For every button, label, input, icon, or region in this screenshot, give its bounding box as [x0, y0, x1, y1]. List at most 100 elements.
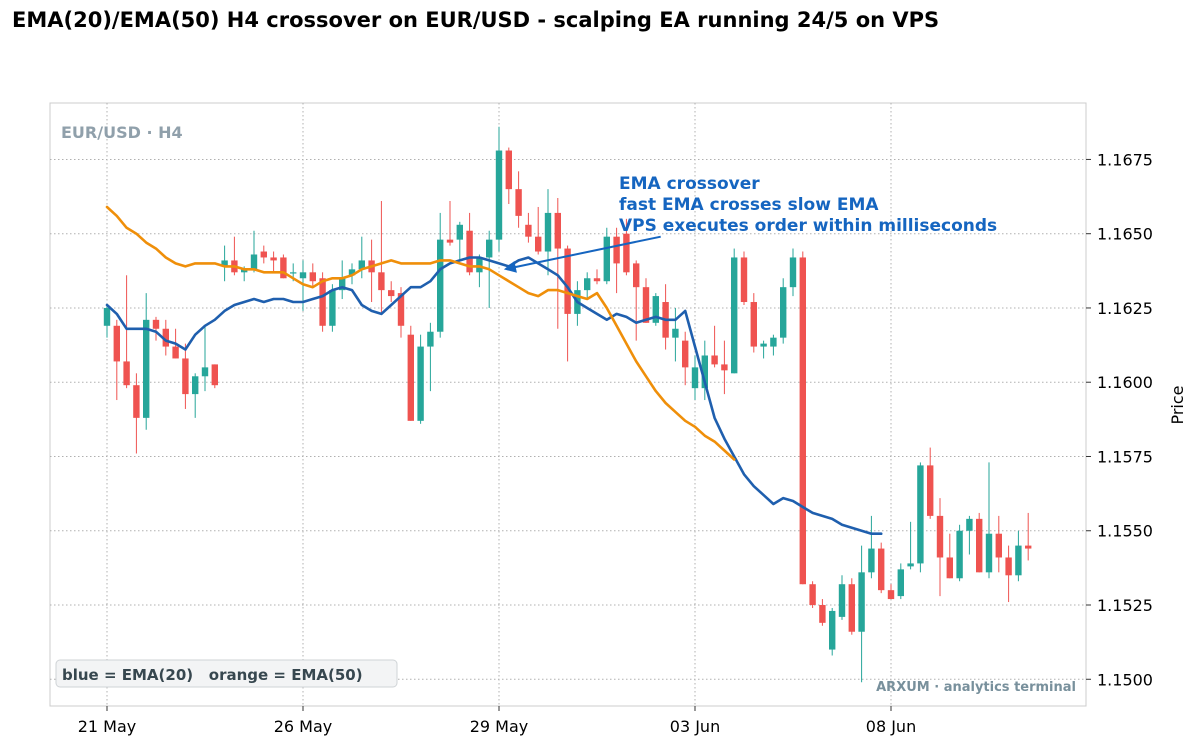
candle	[1015, 530, 1022, 582]
candle-body	[623, 233, 630, 273]
candle-body	[838, 584, 846, 617]
candle-body	[554, 212, 561, 249]
candle-body	[780, 287, 787, 338]
candle	[495, 126, 503, 252]
candle	[897, 563, 904, 600]
candle	[250, 230, 258, 273]
candle-body	[211, 364, 218, 386]
annotation-arrow-head	[503, 261, 517, 273]
candle-body	[339, 278, 346, 291]
candle-body	[397, 293, 405, 326]
candle-body	[309, 272, 316, 282]
candle	[329, 284, 336, 332]
candle-body	[682, 340, 689, 368]
candle	[535, 206, 542, 255]
candle	[878, 542, 885, 594]
candle	[270, 251, 277, 273]
candle	[133, 373, 140, 454]
candle	[721, 340, 728, 395]
candle-body	[358, 260, 365, 270]
candle-body	[633, 263, 640, 288]
candle-body	[613, 236, 620, 264]
candle-body	[809, 584, 816, 606]
candle	[829, 607, 836, 656]
x-tick-label: 03 Jun	[670, 717, 720, 736]
candle	[985, 462, 993, 579]
x-tick-label: 21 May	[78, 717, 137, 736]
candle-body	[897, 569, 904, 597]
y-tick-label: 1.1675	[1097, 150, 1153, 169]
candle-body	[995, 533, 1002, 558]
candle	[799, 251, 806, 585]
candle-body	[143, 319, 150, 418]
candle-body	[103, 307, 111, 326]
x-tick-label: 29 May	[470, 717, 529, 736]
candle	[946, 533, 953, 579]
candle-body	[123, 361, 130, 386]
candle-body	[241, 269, 248, 273]
candle-body	[544, 212, 552, 252]
candle-body	[113, 325, 120, 362]
candle-body	[201, 367, 209, 377]
y-tick-label: 1.1550	[1097, 522, 1153, 541]
candles	[103, 126, 1032, 683]
candle-body	[1025, 545, 1032, 549]
candle-body	[456, 224, 463, 240]
candle-body	[417, 346, 424, 421]
candle	[868, 515, 875, 579]
candle-body	[936, 515, 944, 558]
candle	[995, 515, 1002, 573]
candle	[407, 325, 414, 421]
candle-body	[505, 150, 512, 190]
watermark: ARXUM · analytics terminal	[876, 680, 1076, 695]
candle-body	[535, 236, 542, 252]
candle	[388, 281, 395, 303]
chart-title: EMA(20)/EMA(50) H4 crossover on EUR/USD …	[12, 8, 940, 32]
candle	[858, 545, 865, 683]
annotation-text-line: VPS executes order within milliseconds	[619, 216, 997, 236]
candle-body	[152, 319, 160, 329]
candle	[603, 227, 610, 285]
candle	[260, 245, 267, 264]
candle-body	[319, 278, 326, 326]
candle-body	[270, 257, 277, 261]
candle-body	[985, 533, 993, 573]
candle-body	[515, 189, 522, 216]
candle-body	[192, 376, 199, 395]
candle-body	[250, 254, 258, 270]
candle-body	[407, 334, 414, 421]
candle-body	[348, 269, 356, 276]
candle	[564, 245, 571, 362]
candle-body	[868, 548, 875, 573]
candle	[505, 147, 512, 204]
y-tick-label: 1.1575	[1097, 447, 1153, 466]
y-tick-label: 1.1650	[1097, 225, 1153, 244]
candle	[642, 278, 650, 323]
candle	[691, 355, 699, 401]
candle-body	[133, 385, 140, 418]
y-tick-label: 1.1600	[1097, 373, 1153, 392]
candle	[623, 218, 630, 276]
candle	[976, 512, 983, 573]
candle-body	[486, 239, 493, 258]
candle	[652, 293, 659, 326]
candle	[966, 515, 973, 555]
candle	[123, 275, 130, 389]
candle	[152, 316, 160, 341]
y-axis-label: Price	[1168, 385, 1187, 424]
candle-body	[946, 557, 953, 579]
symbol-label: EUR/USD · H4	[61, 123, 183, 142]
candle	[211, 364, 218, 389]
candle-body	[848, 584, 855, 632]
y-tick-label: 1.1525	[1097, 596, 1153, 615]
candle	[672, 307, 679, 362]
candle-body	[260, 251, 267, 258]
candle-body	[446, 239, 454, 243]
candle	[162, 319, 169, 356]
candle	[103, 304, 111, 338]
annotation-text-line: EMA crossover	[619, 174, 760, 194]
ema20-line	[105, 256, 883, 536]
candle-body	[917, 465, 924, 564]
candle-body	[750, 302, 757, 347]
